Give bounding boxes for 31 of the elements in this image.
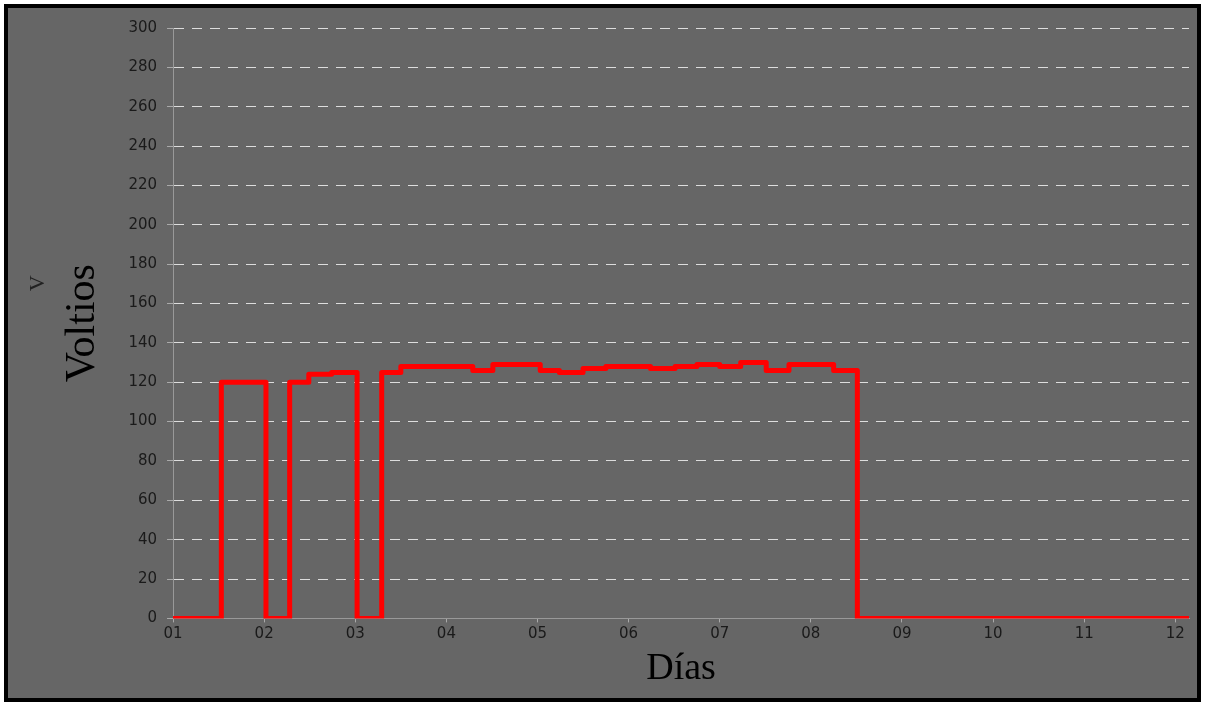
x-tick-label: 03 <box>345 624 365 643</box>
text: V <box>23 275 49 292</box>
x-tick-label: 04 <box>436 624 456 643</box>
x-tick-label: 05 <box>527 624 548 643</box>
y-tick-label: 200 <box>128 214 158 233</box>
y-tick-label: 60 <box>137 490 158 509</box>
y-tick-label: 240 <box>128 135 158 154</box>
x-tick-label: 01 <box>163 624 183 643</box>
y-tick-label: 220 <box>128 175 158 194</box>
x-tick-label: 10 <box>983 624 1003 643</box>
x-tick-label: 02 <box>254 624 274 643</box>
y-tick-label: 0 <box>147 608 158 627</box>
x-tick-label: 08 <box>801 624 821 643</box>
y-tick-label: 180 <box>128 254 158 273</box>
y-tick-label: 260 <box>128 96 158 115</box>
x-tick-label: 07 <box>710 624 730 643</box>
x-tick-label: 09 <box>892 624 912 643</box>
y-tick-label: 160 <box>128 293 158 312</box>
y-tick-label: 100 <box>128 411 158 430</box>
x-tick-label: 12 <box>1165 624 1185 643</box>
y-tick-label: 80 <box>137 450 158 469</box>
y-tick-label: 280 <box>128 57 158 76</box>
y-tick-label: 40 <box>137 529 158 548</box>
x-tick-label: 06 <box>619 624 639 643</box>
y-tick-label: 300 <box>128 17 158 36</box>
y-axis-title: Voltios <box>57 264 104 383</box>
x-tick-label: 11 <box>1074 624 1094 643</box>
y-tick-label: 120 <box>128 372 158 391</box>
x-axis-title: Días <box>646 645 716 688</box>
y-tick-label: 140 <box>128 332 158 351</box>
y-tick-label: 20 <box>137 568 158 587</box>
